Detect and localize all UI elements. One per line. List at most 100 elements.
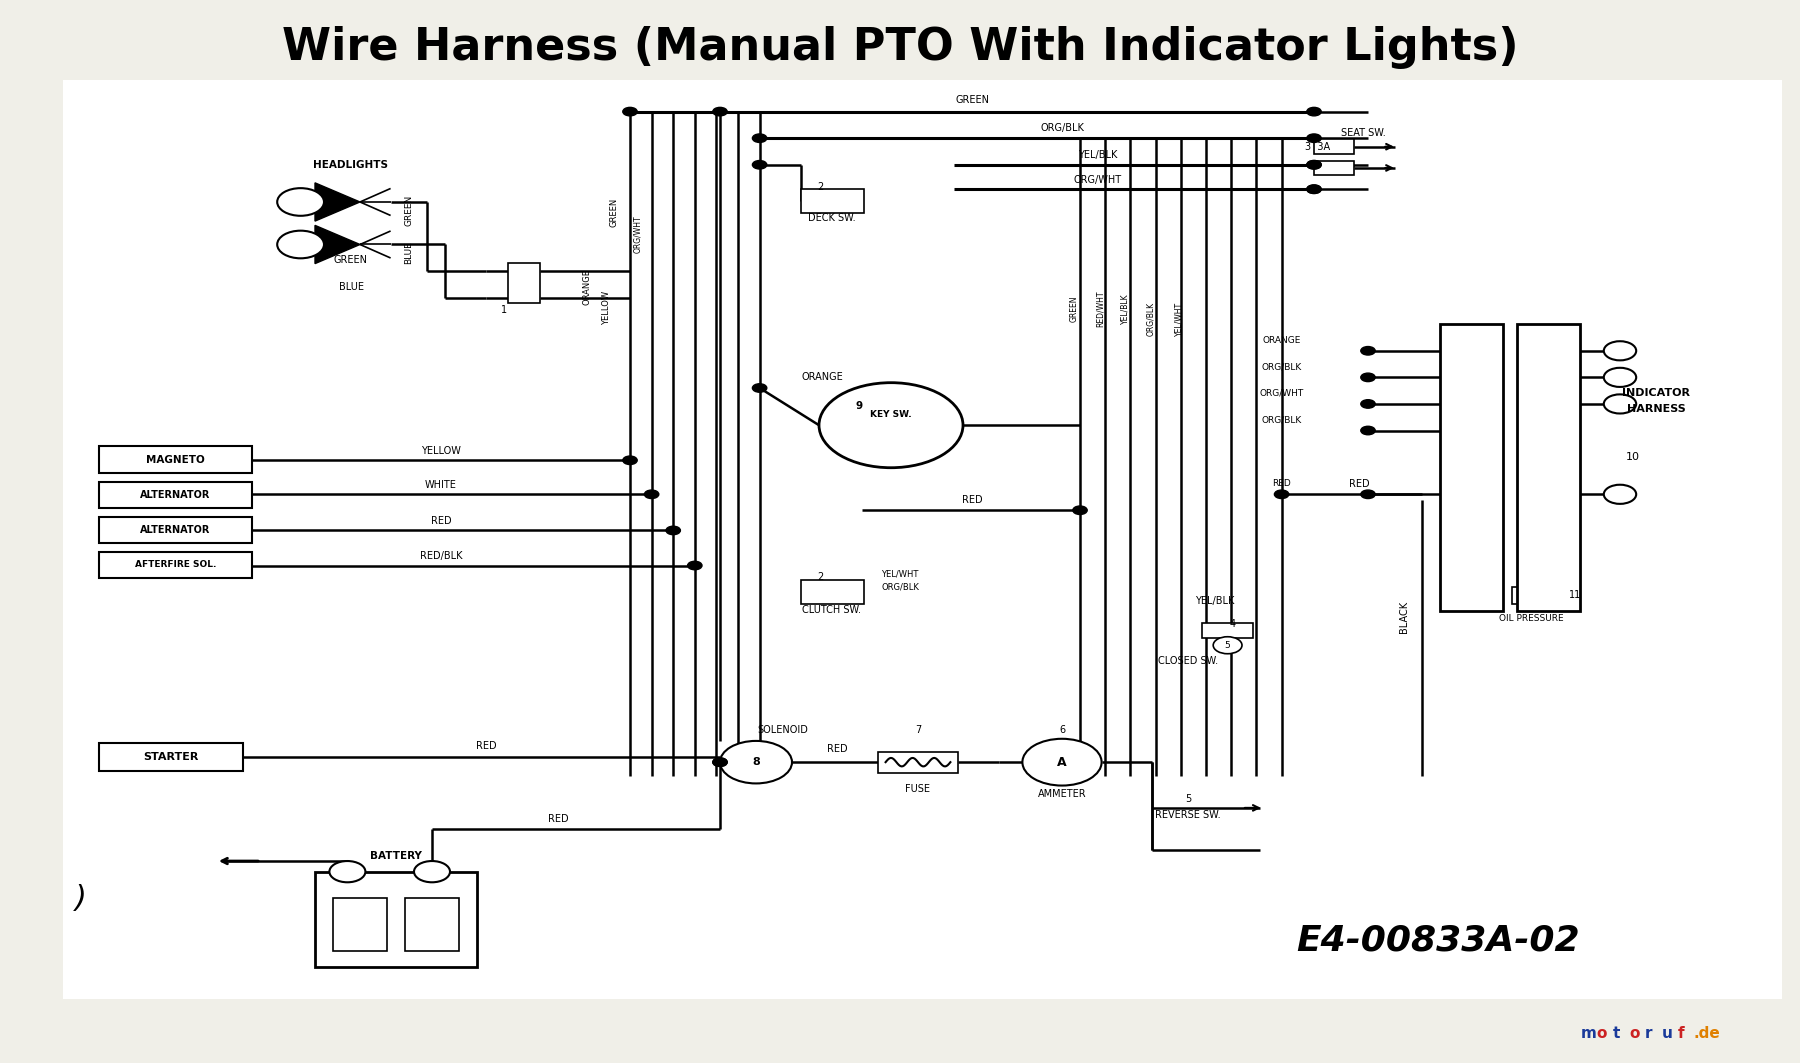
- Text: RED: RED: [547, 813, 569, 824]
- Text: 6: 6: [1058, 725, 1066, 736]
- Circle shape: [1307, 161, 1321, 169]
- Text: 5: 5: [1224, 641, 1231, 649]
- Bar: [99, 743, 243, 771]
- Text: .de: .de: [1694, 1026, 1721, 1041]
- Bar: [1314, 161, 1354, 175]
- Circle shape: [666, 526, 680, 535]
- Text: CLUTCH SW.: CLUTCH SW.: [803, 605, 860, 615]
- Text: A: A: [1057, 756, 1067, 769]
- Text: ORG/BLK: ORG/BLK: [1262, 416, 1301, 424]
- Circle shape: [414, 861, 450, 882]
- Bar: [333, 898, 387, 951]
- Circle shape: [1307, 134, 1321, 142]
- Text: ALTERNATOR: ALTERNATOR: [140, 490, 211, 500]
- Text: u: u: [1661, 1026, 1672, 1041]
- Text: 2: 2: [817, 182, 824, 192]
- Text: RED: RED: [430, 516, 452, 526]
- Circle shape: [1361, 400, 1375, 408]
- Text: RED: RED: [1348, 478, 1370, 489]
- Circle shape: [713, 107, 727, 116]
- Text: YELLOW: YELLOW: [421, 445, 461, 456]
- Text: o: o: [1629, 1026, 1640, 1041]
- Bar: [1512, 587, 1552, 604]
- Bar: [99, 446, 252, 473]
- Text: ORANGE: ORANGE: [1262, 336, 1301, 344]
- Circle shape: [1307, 185, 1321, 193]
- Circle shape: [1307, 107, 1321, 116]
- Circle shape: [713, 758, 727, 766]
- Bar: [99, 552, 252, 578]
- Text: AFTERFIRE SOL.: AFTERFIRE SOL.: [135, 560, 216, 570]
- Polygon shape: [315, 183, 360, 221]
- Bar: [63, 80, 1782, 999]
- Text: YEL/BLK: YEL/BLK: [1078, 150, 1118, 161]
- Text: RED: RED: [1273, 479, 1291, 488]
- Text: GREEN: GREEN: [956, 95, 988, 105]
- Text: YEL/BLK: YEL/BLK: [1195, 595, 1235, 606]
- Text: RED: RED: [826, 744, 848, 755]
- Text: BATTERY: BATTERY: [371, 850, 421, 861]
- Text: ORANGE: ORANGE: [583, 269, 590, 305]
- Text: ORG/BLK: ORG/BLK: [1262, 362, 1301, 371]
- Circle shape: [688, 561, 702, 570]
- Text: t: t: [1613, 1026, 1620, 1041]
- Text: 4: 4: [1229, 619, 1237, 629]
- Circle shape: [1361, 373, 1375, 382]
- Bar: [508, 263, 540, 303]
- Circle shape: [1361, 490, 1375, 499]
- Text: Wire Harness (Manual PTO With Indicator Lights): Wire Harness (Manual PTO With Indicator …: [281, 27, 1519, 69]
- Text: o: o: [1597, 1026, 1607, 1041]
- Circle shape: [329, 861, 365, 882]
- Circle shape: [623, 107, 637, 116]
- Text: SOLENOID: SOLENOID: [758, 725, 808, 736]
- Text: GREEN: GREEN: [1069, 296, 1078, 321]
- Text: REVERSE SW.: REVERSE SW.: [1156, 810, 1220, 821]
- Text: YELLOW: YELLOW: [601, 291, 612, 325]
- Bar: [1440, 324, 1503, 611]
- Text: INDICATOR: INDICATOR: [1622, 388, 1690, 399]
- Bar: [99, 517, 252, 543]
- Circle shape: [277, 231, 324, 258]
- Circle shape: [1073, 506, 1087, 514]
- Text: GREEN: GREEN: [335, 255, 367, 266]
- Circle shape: [1274, 490, 1289, 499]
- Text: GREEN: GREEN: [403, 195, 414, 226]
- Circle shape: [1022, 739, 1102, 786]
- Circle shape: [1361, 426, 1375, 435]
- Text: ORG/WHT: ORG/WHT: [634, 215, 641, 253]
- Text: BLUE: BLUE: [403, 241, 414, 265]
- Text: YEL/BLK: YEL/BLK: [1120, 293, 1130, 323]
- Circle shape: [644, 490, 659, 499]
- Bar: [1314, 139, 1354, 154]
- Circle shape: [623, 456, 637, 465]
- Circle shape: [1604, 341, 1636, 360]
- Text: DECK SW.: DECK SW.: [808, 213, 855, 223]
- Circle shape: [819, 383, 963, 468]
- Text: 2: 2: [817, 572, 824, 583]
- Text: BLACK: BLACK: [1399, 601, 1409, 632]
- Text: f: f: [1678, 1026, 1685, 1041]
- Bar: [878, 752, 958, 773]
- Text: r: r: [1645, 1026, 1652, 1041]
- Text: ORG/WHT: ORG/WHT: [1260, 389, 1303, 398]
- Text: BLUE: BLUE: [338, 282, 364, 292]
- Text: MAGNETO: MAGNETO: [146, 455, 205, 465]
- Bar: [1517, 324, 1580, 611]
- Text: HEADLIGHTS: HEADLIGHTS: [313, 159, 389, 170]
- Text: AMMETER: AMMETER: [1037, 789, 1087, 799]
- Circle shape: [713, 758, 727, 766]
- Text: 3  3A: 3 3A: [1305, 141, 1330, 152]
- Circle shape: [752, 384, 767, 392]
- Polygon shape: [315, 225, 360, 264]
- Text: ORANGE: ORANGE: [801, 372, 844, 383]
- Text: RED: RED: [475, 741, 497, 752]
- Text: E4-00833A-02: E4-00833A-02: [1296, 924, 1580, 958]
- Text: OIL PRESSURE: OIL PRESSURE: [1499, 614, 1564, 623]
- Bar: [315, 872, 477, 967]
- Text: ORG/BLK: ORG/BLK: [1147, 302, 1156, 336]
- Text: 8: 8: [752, 757, 760, 767]
- Text: RED/WHT: RED/WHT: [1094, 290, 1103, 326]
- Text: m: m: [1580, 1026, 1597, 1041]
- Circle shape: [752, 134, 767, 142]
- Bar: [1202, 623, 1253, 638]
